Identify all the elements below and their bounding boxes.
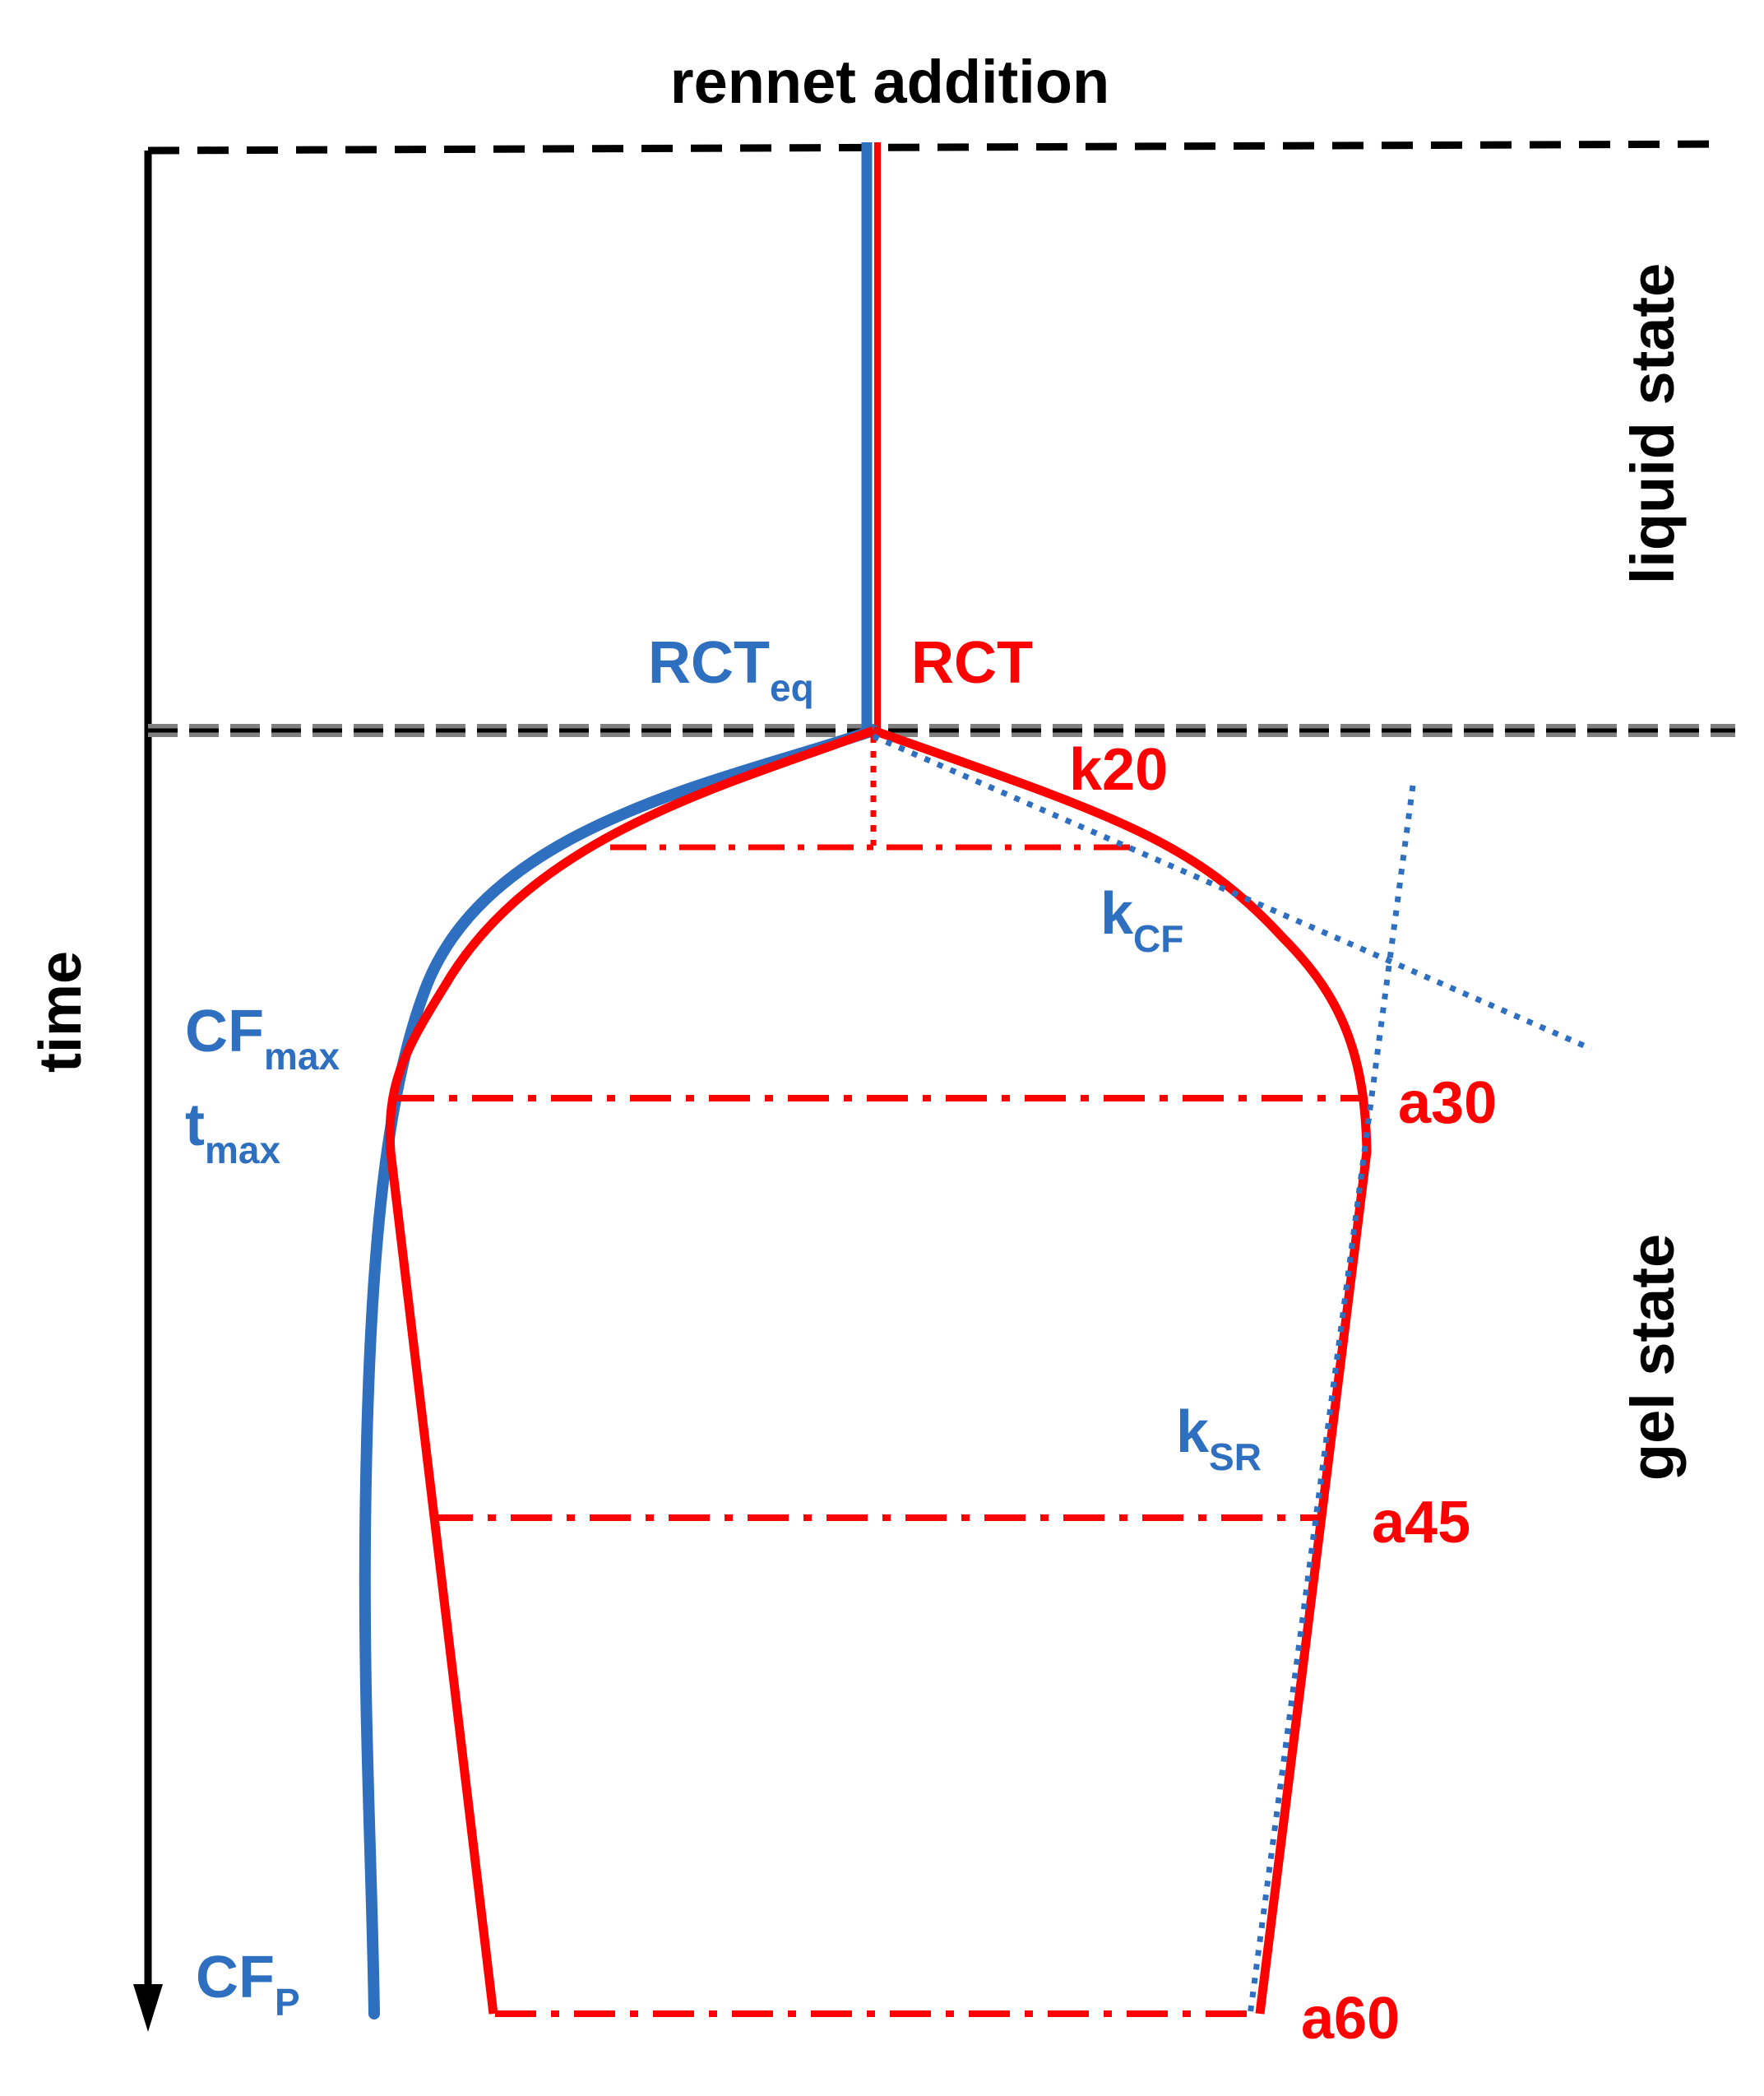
cf-max-label: CFmax [185,999,340,1078]
rennet-addition-line [147,140,1724,155]
liquid-state-label: liquid state [1618,263,1687,585]
rct-label: RCT [911,630,1033,696]
red-left-curve [385,726,875,2015]
cf-p-subscript: P [275,1981,300,2024]
cf-p-label: CFP [196,1945,300,2024]
blue-cf-curve [359,725,879,2019]
t-max-label: tmax [185,1092,280,1171]
red-right-curve [872,726,1372,2015]
k-sr-subscript: SR [1209,1435,1262,1478]
k-cf-tangent [872,733,1593,1052]
cf-max-subscript: max [264,1035,340,1078]
k-sr-label: kSR [1176,1399,1262,1478]
time-axis-arrowhead [133,1984,163,2032]
diagram-title: rennet addition [670,48,1109,116]
k-cf-subscript: CF [1133,917,1183,960]
rct-eq-subscript: eq [770,666,814,709]
k-sr-tangent [1247,785,1416,2016]
a30-label: a30 [1398,1070,1497,1136]
k20-label: k20 [1069,737,1168,803]
gel-state-label: gel state [1618,1234,1687,1481]
a45-label: a45 [1372,1490,1470,1556]
time-axis-label: time [28,951,94,1073]
a60-label: a60 [1301,1986,1400,2052]
t-max-subscript: max [205,1129,280,1171]
rct-eq-label: RCTeq [648,630,814,709]
k-cf-label: kCF [1100,881,1183,960]
